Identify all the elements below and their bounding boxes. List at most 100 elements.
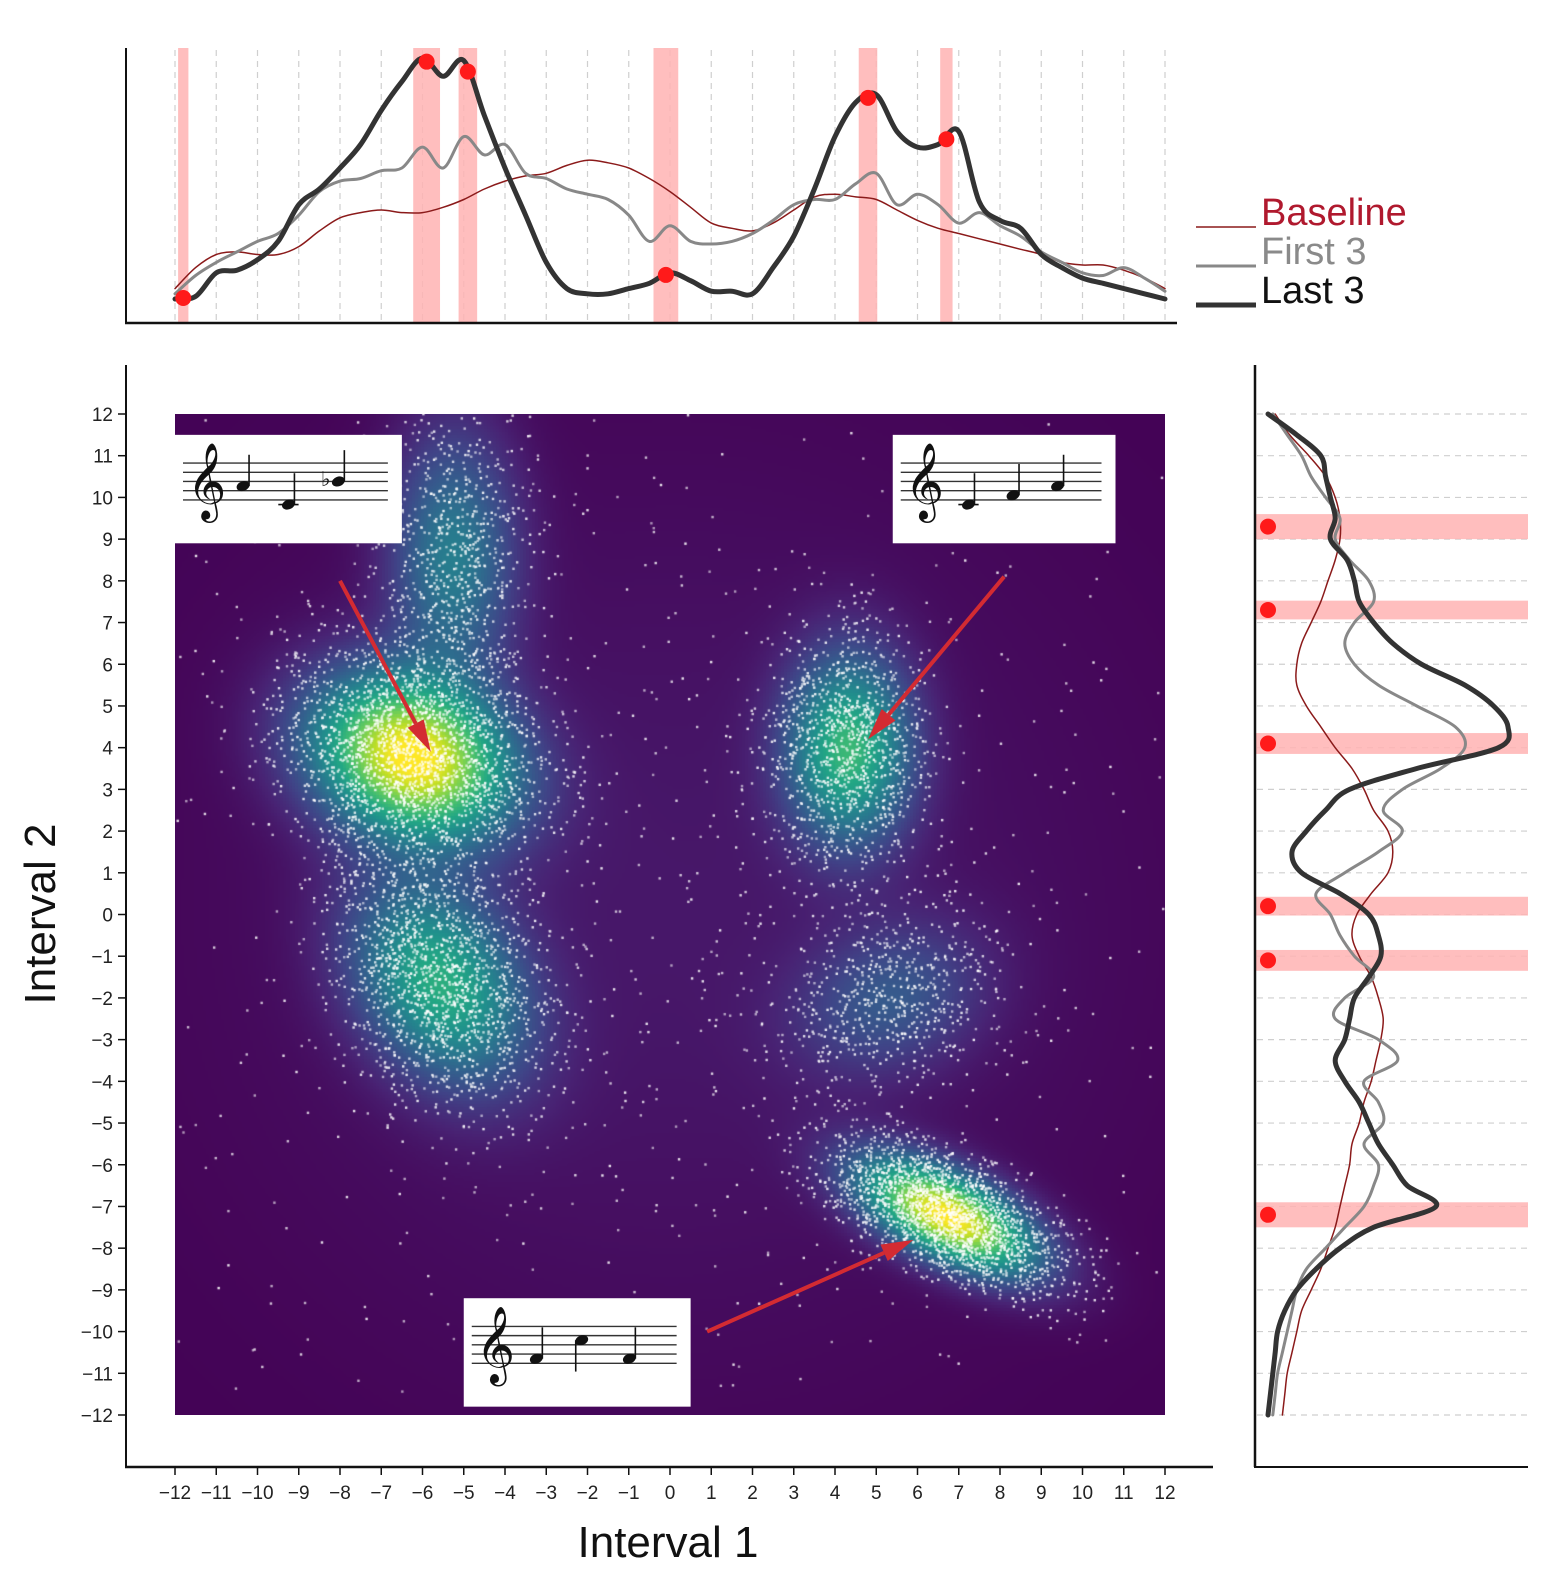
x-tick-label: 5: [871, 1483, 882, 1504]
top-peak-marker: [938, 131, 955, 148]
y-tick-label: 12: [92, 405, 113, 426]
x-tick-label: 9: [1036, 1483, 1047, 1504]
flat-icon: ♭: [321, 469, 331, 491]
top-peak-marker: [459, 63, 476, 80]
note-head: [281, 499, 295, 510]
x-tick-label: 4: [830, 1483, 841, 1504]
top-curve-first-3: [173, 135, 1167, 296]
x-tick-label: −12: [159, 1483, 191, 1504]
right-marginal-highlight-bands: [1256, 514, 1528, 1228]
x-tick-label: −5: [453, 1483, 475, 1504]
y-axis-title: Interval 2: [16, 824, 65, 1005]
annotation-arrow-head: [407, 719, 431, 752]
y-tick-label: −2: [91, 989, 113, 1010]
y-tick-label: 8: [102, 572, 113, 593]
x-tick-label: 10: [1072, 1483, 1093, 1504]
x-ticks: −12 −11 −10 −9 −8 −7 −6 −5 −4 −3 −2 −1 0 1 2 3 4 5 6 7 8 9 10 1…: [159, 1467, 1176, 1504]
top-marginal-peaks: [175, 53, 955, 306]
y-tick-label: 1: [102, 864, 113, 885]
x-tick-label: 0: [665, 1483, 676, 1504]
density-heatmap-layer: [175, 414, 1165, 1415]
x-tick-label: 7: [953, 1483, 964, 1504]
annotation-arrow-shaft: [338, 579, 418, 725]
y-tick-label: −7: [91, 1197, 113, 1218]
y-tick-label: 6: [102, 655, 113, 676]
x-tick-label: 11: [1114, 1483, 1134, 1504]
legend-label: First 3: [1261, 231, 1367, 273]
annotation-arrow-head: [868, 709, 896, 740]
right-highlight-band: [1256, 600, 1528, 620]
top-peak-marker: [175, 289, 192, 306]
note-head: [962, 499, 975, 510]
x-tick-label: −9: [288, 1483, 310, 1504]
right-curve-first-3: [1271, 412, 1467, 1417]
x-tick-label: −10: [241, 1483, 273, 1504]
x-tick-label: 1: [706, 1483, 717, 1504]
y-tick-label: 4: [102, 739, 113, 760]
y-tick-label: 2: [102, 822, 113, 843]
density-heatmap: [175, 414, 1165, 1415]
x-tick-label: −1: [618, 1483, 640, 1504]
sheet-music-descending-ascending: 𝄞 ♭: [175, 434, 431, 752]
y-tick-label: −6: [91, 1156, 113, 1177]
legend-label: Last 3: [1261, 270, 1365, 312]
y-tick-label: −9: [91, 1281, 113, 1302]
right-peak-marker: [1260, 602, 1276, 619]
y-tick-label: −4: [91, 1072, 113, 1093]
right-peak-marker: [1260, 952, 1276, 969]
y-tick-label: 0: [102, 906, 113, 927]
note-head: [1006, 490, 1020, 501]
y-tick-label: 11: [93, 447, 113, 468]
top-highlight-band: [178, 48, 189, 322]
y-ticks: 1211109876543210−1−2−3−4−5−6−7−8−9−10−11…: [81, 405, 126, 1427]
x-tick-label: −2: [577, 1483, 599, 1504]
y-tick-label: −10: [81, 1323, 113, 1344]
sheet-music-box: [463, 1298, 691, 1407]
note-head: [622, 1353, 636, 1364]
note-head: [1051, 481, 1065, 492]
y-tick-label: −8: [91, 1239, 113, 1260]
annotations: 𝄞 ♭ 𝄞 𝄞: [175, 434, 1116, 1407]
treble-clef-icon: 𝄞: [476, 1307, 515, 1386]
top-peak-marker: [657, 266, 674, 283]
y-tick-label: −11: [82, 1364, 113, 1385]
sheet-music-up-down: 𝄞: [463, 1239, 914, 1407]
right-highlight-band: [1256, 896, 1528, 916]
y-tick-label: 10: [92, 488, 113, 509]
note-head: [575, 1335, 589, 1346]
main-plot: 𝄞 ♭ 𝄞𝄞 1211109876543210−1−2−3−4−5−6−7−8−9−…: [16, 365, 1213, 1567]
top-peak-marker: [860, 89, 876, 106]
x-tick-label: −6: [412, 1483, 434, 1504]
right-marginal-peaks: [1260, 518, 1276, 1223]
top-highlight-band: [413, 48, 441, 322]
x-tick-label: −3: [535, 1483, 557, 1504]
x-tick-label: −4: [494, 1483, 516, 1504]
x-axis-title: Interval 1: [578, 1518, 759, 1567]
treble-clef-icon: 𝄞: [905, 444, 944, 523]
annotation-arrow-shaft: [706, 1251, 885, 1334]
right-peak-marker: [1260, 1206, 1276, 1223]
y-tick-label: −5: [91, 1114, 113, 1135]
right-highlight-band: [1256, 733, 1528, 754]
top-marginal-highlight-bands: [178, 48, 953, 322]
right-peak-marker: [1260, 518, 1276, 535]
y-tick-label: −1: [91, 947, 113, 968]
x-tick-label: 12: [1154, 1483, 1175, 1504]
note-head: [236, 481, 250, 492]
right-curve-baseline: [1274, 413, 1394, 1416]
top-curve-baseline: [174, 159, 1166, 290]
right-peak-marker: [1260, 898, 1276, 915]
x-tick-label: −7: [370, 1483, 392, 1504]
x-tick-label: 6: [912, 1483, 923, 1504]
top-highlight-band: [458, 48, 478, 322]
right-marginal-plot: [1253, 365, 1528, 1468]
y-tick-label: 9: [102, 530, 113, 551]
right-curve-last-3: [1265, 411, 1512, 1418]
annotation-arrow-shaft: [887, 575, 1006, 717]
x-tick-label: 3: [788, 1483, 799, 1504]
legend-label: Baseline: [1261, 192, 1407, 234]
y-tick-label: 5: [102, 697, 113, 718]
x-tick-label: 2: [747, 1483, 758, 1504]
note-head: [331, 476, 345, 487]
